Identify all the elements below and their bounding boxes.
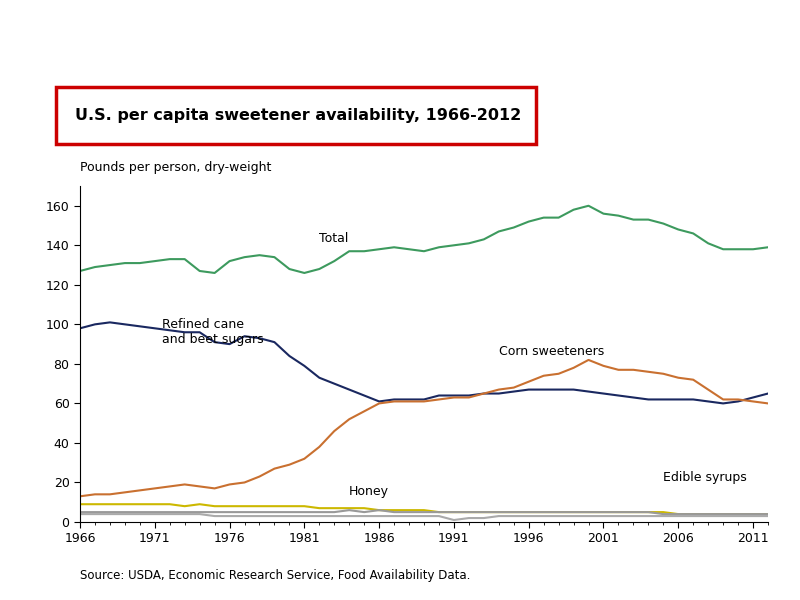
Text: U.S. per capita sweetener availability, 1966-2012: U.S. per capita sweetener availability, … bbox=[75, 108, 522, 123]
Text: Corn sweeteners: Corn sweeteners bbox=[498, 345, 604, 358]
Text: Refined cane
and beet sugars: Refined cane and beet sugars bbox=[162, 319, 264, 346]
Text: Edible syrups: Edible syrups bbox=[663, 472, 747, 484]
Text: Source: USDA, Economic Research Service, Food Availability Data.: Source: USDA, Economic Research Service,… bbox=[80, 569, 470, 582]
Text: Honey: Honey bbox=[350, 485, 390, 498]
Text: Pounds per person, dry-weight: Pounds per person, dry-weight bbox=[80, 161, 271, 174]
Text: Total: Total bbox=[319, 232, 349, 245]
